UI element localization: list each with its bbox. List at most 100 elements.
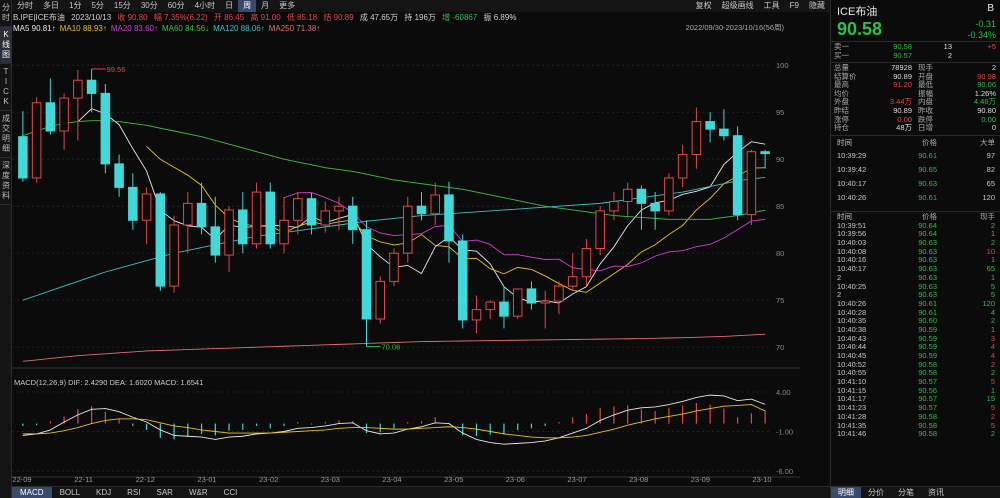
toolbar-right-button-2[interactable]: 工具 — [763, 1, 780, 10]
candle-body — [196, 202, 207, 228]
tick-time: 10:41:17 — [837, 394, 867, 404]
stat-row: 昨结 90.89 昨收 90.80 — [834, 106, 998, 116]
indicator-tab-boll[interactable]: BOLL — [59, 488, 81, 497]
tick-price: 90.58 — [918, 368, 937, 378]
period-button-9[interactable]: 周 — [238, 0, 257, 12]
indicator-tab-macd[interactable]: MACD — [12, 487, 52, 498]
ma-legend-item-ma10: MA10 88.93↑ — [59, 24, 107, 33]
detail-tab-0[interactable]: 明细 — [831, 487, 861, 498]
detail-tab-3[interactable]: 资讯 — [928, 488, 944, 497]
x-tick-label: 23-03 — [321, 475, 340, 484]
tick-volume: 1 — [990, 272, 995, 282]
period-button-0[interactable]: 分时 — [17, 1, 33, 10]
macd-header: MACD(12,26,9) DIF: 2.4290 DEA: 1.6020 MA… — [14, 378, 203, 387]
candle-body — [677, 154, 688, 179]
ma-legend-item-ma20: MA20 83.60↑ — [110, 24, 158, 33]
tick-row: 10:40:25 90.63 5 — [837, 281, 1000, 292]
big-order-size: 82 — [986, 165, 995, 174]
indicator-tab-wr[interactable]: W&R — [188, 488, 208, 497]
y-tick-label: 85 — [776, 202, 784, 211]
tick-volume: 2 — [990, 359, 995, 369]
left-tab-3[interactable]: 成交明细 — [0, 111, 12, 158]
period-button-11[interactable]: 更多 — [279, 1, 296, 10]
period-button-6[interactable]: 60分 — [167, 1, 185, 10]
toolbar-right-button-3[interactable]: F9 — [789, 1, 799, 10]
tick-price: 90.59 — [918, 333, 937, 343]
candle-body — [100, 92, 111, 165]
stat-label: 结算价 — [834, 71, 857, 81]
period-button-2[interactable]: 1分 — [69, 1, 82, 10]
indicator-tab-cci[interactable]: CCI — [223, 488, 238, 497]
big-order-time: 10:40:17 — [837, 179, 867, 188]
tick-price: 90.59 — [918, 324, 937, 334]
left-tab-0[interactable]: 分时 — [0, 0, 12, 27]
kline-chart[interactable]: 2022/09/30-2023/10/16(56周) 100 95 90 85 80 75 7… — [12, 23, 830, 498]
toolbar-right-button-0[interactable]: 复权 — [695, 1, 712, 10]
tick-volume: 5 — [990, 281, 995, 291]
tick-price: 90.58 — [918, 359, 937, 369]
last-price: 90.58 — [837, 19, 883, 39]
tick-price: 90.63 — [918, 272, 937, 282]
period-button-10[interactable]: 月 — [261, 1, 270, 10]
price-change-pct: -0.34% — [967, 30, 996, 40]
tick-volume: 2 — [990, 429, 995, 439]
tick-price: 90.63 — [918, 264, 937, 274]
toolbar-right-button-1[interactable]: 超级画线 — [721, 1, 754, 10]
indicator-tab-kdj[interactable]: KDJ — [96, 488, 112, 497]
tick-volume: 3 — [990, 333, 995, 343]
period-button-5[interactable]: 30分 — [140, 1, 158, 10]
macd-tick-label: -6.00 — [776, 467, 793, 476]
detail-tab-1[interactable]: 分价 — [868, 488, 884, 497]
buy1-row: 买一 90.57 2 — [834, 51, 998, 61]
high-value: 高 91.00 — [250, 13, 281, 22]
tick-time: 10:40:03 — [837, 238, 867, 248]
indicator-tab-rsi[interactable]: RSI — [127, 488, 141, 497]
kline-svg[interactable]: 2022/09/30-2023/10/16(56周) 100 95 90 85 80 75 7… — [12, 23, 830, 486]
x-tick-label: 23-06 — [506, 475, 525, 484]
period-button-7[interactable]: 4小时 — [194, 1, 216, 10]
x-tick-label: 23-04 — [382, 475, 401, 484]
stat-row: 外盘 3.44万 内盘 4.46万 — [834, 98, 998, 107]
left-tab-4[interactable]: 深度资料 — [0, 158, 12, 205]
big-order-time: 10:40:26 — [837, 193, 867, 202]
ma-legend-item-ma120: MA120 88.06↑ — [213, 24, 265, 33]
tick-volume: 1 — [990, 229, 995, 239]
candle-body — [59, 97, 69, 132]
instrument-name: ICE布油 — [837, 6, 878, 18]
tick-time: 10:40:28 — [837, 307, 867, 317]
period-button-3[interactable]: 5分 — [91, 1, 104, 10]
amplitude-value: 振 6.89% — [483, 13, 517, 22]
stat-label: 涨停 — [834, 114, 849, 124]
min-label: 70.06 — [382, 343, 401, 352]
candle-body — [705, 121, 715, 130]
big-orders: 时间 价格 大单 10:39:29 90.61 97 10:39:42 90.65 82 10:4… — [837, 137, 1000, 205]
ma-legend: MA5 90.81↑ MA10 88.93↑ MA20 83.60↑ MA60 84.… — [12, 23, 830, 34]
candle-body — [554, 285, 564, 302]
period-button-8[interactable]: 日 — [225, 1, 234, 10]
tick-row: 10:40:55 90.58 2 — [837, 369, 1000, 378]
candle-body — [238, 209, 248, 245]
price-change-box: -0.31 -0.34% — [967, 19, 996, 41]
bar-date: 2023/10/13 — [71, 13, 112, 22]
detail-tab-2[interactable]: 分笔 — [898, 488, 914, 497]
tick-row: 10:41:23 90.57 5 — [837, 403, 1000, 413]
candle-body — [540, 300, 550, 304]
toolbar-right-button-4[interactable]: 隐藏 — [809, 1, 825, 10]
indicator-tab-sar[interactable]: SAR — [156, 488, 173, 497]
period-button-4[interactable]: 15分 — [113, 1, 131, 10]
big-order-price: 90.65 — [918, 165, 937, 174]
period-button-1[interactable]: 多日 — [43, 1, 59, 10]
candle-body — [416, 205, 427, 215]
stat-value: 3.44万 — [889, 97, 912, 107]
tick-volume: 5 — [990, 420, 995, 430]
tick-volume: 5 — [990, 403, 995, 413]
tick-price: 90.64 — [918, 220, 937, 230]
tick-volume: 2 — [990, 220, 995, 230]
tick-volume: 4 — [990, 342, 995, 352]
tick-volume: 4 — [990, 351, 995, 360]
stat-value: 2 — [991, 63, 996, 72]
tick-price: 90.61 — [918, 307, 937, 317]
sell1-row: 卖一 90.58 13 +5 — [834, 42, 998, 52]
